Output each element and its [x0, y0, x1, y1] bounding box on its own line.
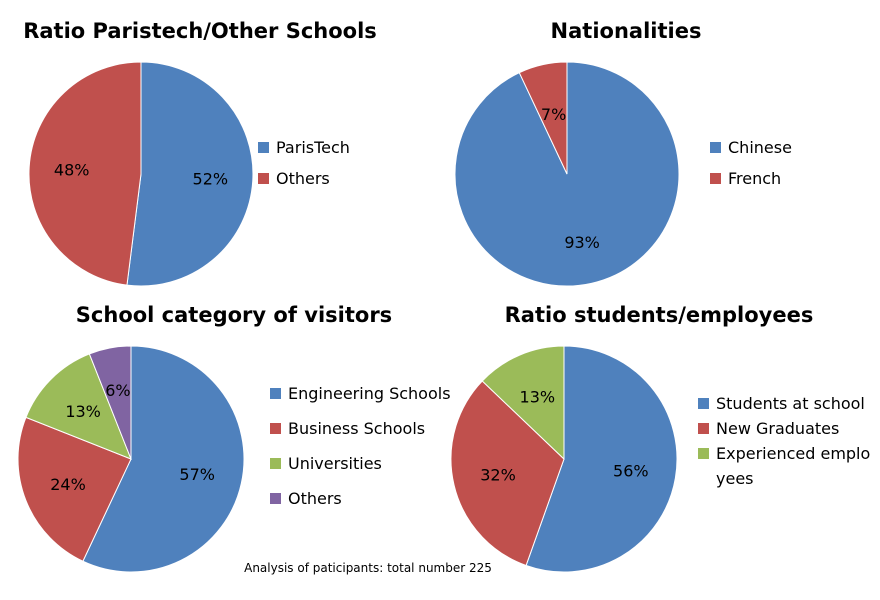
legend-entry: Engineering Schools: [288, 384, 451, 403]
legend-entry: New Graduates: [716, 419, 839, 438]
data-label: 93%: [564, 233, 600, 252]
legend-entry: ParisTech: [276, 138, 350, 157]
legend-swatch: [698, 398, 709, 409]
legend-entry: Others: [288, 489, 342, 508]
chart-title: Ratio Paristech/Other Schools: [23, 19, 377, 43]
pie-chart-4: Ratio students/employees 56% 32% 13% Student…: [450, 303, 870, 573]
data-label: 13%: [520, 388, 556, 407]
pie-slice-business-schools: [17, 416, 132, 562]
legend-entry: Chinese: [728, 138, 792, 157]
pie-chart-3: School category of visitors 57% 24% 13%6% En…: [17, 303, 451, 573]
legend-entry: Experienced emplo yees: [716, 444, 870, 488]
legend-entry: French: [728, 169, 781, 188]
legend-swatch: [698, 423, 709, 434]
chart-title: School category of visitors: [76, 303, 392, 327]
legend-entry: Students at school: [716, 394, 865, 413]
pie-slice-others: [28, 61, 142, 286]
data-label: 32%: [480, 466, 516, 485]
pie-slice-new-graduates: [450, 380, 565, 567]
chart-title: Nationalities: [551, 19, 702, 43]
legend-entry: Others: [276, 169, 330, 188]
pie-slice-french: [518, 61, 568, 175]
data-label: 57%: [179, 465, 215, 484]
legend-swatch: [258, 142, 269, 153]
pie-slice-universities: [25, 353, 132, 460]
legend-swatch: [270, 388, 281, 399]
pie-chart-1: Ratio Paristech/Other Schools 52% 48% Paris…: [23, 19, 377, 287]
pie-slice-students-at-school: [525, 345, 678, 573]
footnote: Analysis of paticipants: total number 22…: [244, 561, 492, 575]
data-label: 13%: [65, 402, 101, 421]
data-label: 7%: [541, 105, 566, 124]
legend-swatch: [710, 142, 721, 153]
pie-slice-engineering-schools: [82, 345, 245, 573]
chart-title: Ratio students/employees: [505, 303, 814, 327]
legend-swatch: [710, 173, 721, 184]
legend-swatch: [270, 493, 281, 504]
legend-swatch: [270, 458, 281, 469]
pie-slice-paristech: [126, 61, 254, 287]
data-label: 52%: [193, 169, 229, 188]
data-label: 24%: [50, 475, 86, 494]
legend-entry: Business Schools: [288, 419, 425, 438]
data-label: 48%: [54, 161, 90, 180]
legend-swatch: [698, 448, 709, 459]
data-label: 6%: [105, 381, 130, 400]
legend-entry: Universities: [288, 454, 382, 473]
pie-slice-others: [88, 345, 132, 460]
data-label: 56%: [613, 462, 649, 481]
legend-swatch: [270, 423, 281, 434]
pie-chart-2: Nationalities 93% 7% Chinese French: [454, 19, 792, 287]
pie-slice-experienced-employees: [481, 345, 565, 461]
legend-swatch: [258, 173, 269, 184]
